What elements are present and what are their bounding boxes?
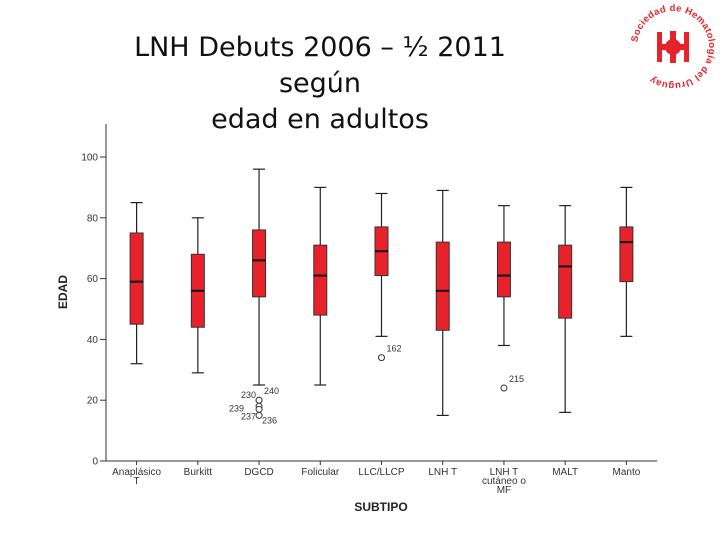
outlier-label: 215 — [509, 374, 524, 384]
category-label: LNH T — [428, 467, 457, 478]
category-label: T — [134, 476, 140, 487]
category-label: MF — [497, 485, 511, 496]
chart-axes: 0 20 40 60 80 100 — [81, 124, 658, 468]
box-iqr — [496, 241, 511, 298]
category-label: LLC/LLCP — [358, 467, 404, 478]
box-iqr — [558, 244, 573, 319]
slide-title: LNH Debuts 2006 – ½ 2011 según edad en a… — [110, 30, 530, 138]
outlier-label: 237 — [241, 411, 256, 421]
box-iqr — [435, 241, 450, 331]
society-logo: Sociedad de Hematología del Uruguay — [629, 3, 716, 91]
outlier-label: 230 — [241, 390, 256, 400]
slide-title-line-2: edad en adultos — [211, 104, 429, 135]
x-axis-title: SUBTIPO — [354, 500, 407, 514]
slide-title-line-1: LNH Debuts 2006 – ½ 2011 según — [134, 32, 506, 99]
box-iqr — [252, 229, 267, 298]
outlier-point — [500, 384, 508, 392]
category-label: LNH T — [490, 467, 519, 478]
category-label: Burkitt — [184, 467, 213, 478]
outlier-label: 236 — [262, 415, 277, 425]
outlier-point — [255, 405, 263, 413]
outlier-label: 239 — [229, 403, 244, 413]
y-tick-label: 100 — [81, 153, 98, 164]
category-label: DGCD — [244, 467, 273, 478]
y-axis-title: EDAD — [56, 275, 70, 309]
y-tick-label: 40 — [87, 335, 99, 346]
category-label: Folicular — [301, 467, 339, 478]
box-iqr — [619, 226, 634, 283]
category-label: Anaplásico — [112, 467, 161, 478]
y-tick-label: 60 — [87, 274, 99, 285]
y-tick-label: 20 — [87, 396, 99, 407]
box-iqr — [129, 232, 144, 325]
category-label: MALT — [552, 467, 578, 478]
logo-cross-icon — [657, 31, 689, 63]
y-tick-label: 80 — [87, 213, 99, 224]
category-label: Manto — [612, 467, 640, 478]
chart-boxes — [129, 168, 634, 419]
outlier-label: 240 — [264, 386, 279, 396]
box-iqr — [313, 244, 328, 316]
outlier-label: 162 — [387, 344, 402, 354]
y-tick-label: 0 — [92, 457, 98, 468]
outlier-point — [255, 396, 263, 404]
outlier-point — [378, 354, 385, 362]
category-label: cutáneo o — [482, 476, 526, 487]
